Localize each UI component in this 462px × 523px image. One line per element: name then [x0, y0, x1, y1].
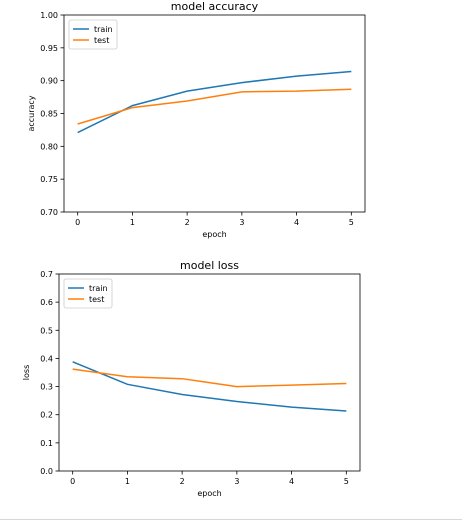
y-tick-label: 0.85 — [40, 110, 58, 119]
x-tick-label: 1 — [125, 477, 130, 486]
x-tick-label: 0 — [75, 218, 80, 227]
x-tick-label: 4 — [289, 477, 294, 486]
y-tick-label: 0.70 — [40, 208, 58, 217]
y-tick-label: 0.75 — [40, 175, 58, 184]
x-tick-label: 2 — [185, 218, 190, 227]
y-tick-label: 0.1 — [40, 439, 53, 448]
chart-title: model loss — [180, 259, 239, 272]
series-line-test — [77, 88, 352, 125]
x-tick-label: 3 — [234, 477, 239, 486]
legend-box — [63, 278, 113, 309]
x-tick-label: 4 — [294, 218, 299, 227]
y-tick-label: 0.80 — [40, 142, 58, 151]
y-axis-label: loss — [22, 365, 31, 380]
legend-label-train: train — [94, 25, 113, 34]
x-tick-label: 5 — [344, 477, 349, 486]
bottom-divider — [0, 519, 462, 520]
legend-box — [68, 19, 118, 50]
series-line-train — [72, 361, 347, 412]
y-tick-label: 0.90 — [40, 77, 58, 86]
series-line-train — [77, 70, 352, 134]
x-tick-label: 2 — [180, 477, 185, 486]
x-axis-label: epoch — [202, 230, 226, 239]
y-tick-label: 0.6 — [40, 298, 53, 307]
y-tick-label: 0.7 — [40, 270, 53, 279]
y-tick-label: 0.5 — [40, 326, 53, 335]
legend-label-test: test — [94, 36, 109, 45]
y-tick-label: 0.3 — [40, 383, 53, 392]
legend-label-train: train — [89, 284, 108, 293]
legend-label-test: test — [89, 295, 104, 304]
y-tick-label: 0.2 — [40, 411, 53, 420]
loss-chart: model loss 0 1 2 3 4 5 0.0 0.1 0.2 0.3 0.4 0.5 0.6 0.7… — [22, 259, 361, 498]
x-tick-label: 0 — [70, 477, 75, 486]
y-tick-label: 0.95 — [40, 44, 58, 53]
chart-title: model accuracy — [171, 0, 259, 13]
series-line-test — [72, 368, 347, 388]
y-axis-label: accuracy — [27, 95, 36, 131]
x-tick-label: 3 — [239, 218, 244, 227]
y-tick-label: 1.00 — [40, 11, 58, 20]
plot-frame — [58, 273, 361, 472]
y-tick-label: 0.0 — [40, 467, 53, 476]
y-tick-label: 0.4 — [40, 354, 53, 363]
x-axis-label: epoch — [197, 489, 221, 498]
x-tick-label: 1 — [130, 218, 135, 227]
accuracy-chart: model accuracy 0 1 2 3 4 5 0.70 0.75 0.80 0.85 0.90… — [27, 0, 366, 239]
x-tick-label: 5 — [349, 218, 354, 227]
